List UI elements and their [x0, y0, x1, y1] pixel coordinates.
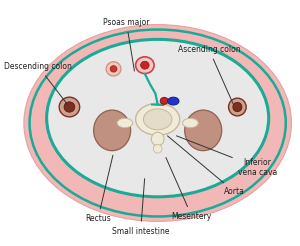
- Ellipse shape: [185, 110, 222, 151]
- Ellipse shape: [183, 118, 198, 128]
- Ellipse shape: [47, 39, 269, 197]
- Text: Inferior
vena cava: Inferior vena cava: [176, 136, 277, 177]
- Text: Mesentery: Mesentery: [166, 157, 212, 221]
- Ellipse shape: [94, 110, 130, 151]
- Ellipse shape: [59, 97, 80, 117]
- Text: Ascending colon: Ascending colon: [178, 45, 240, 105]
- Ellipse shape: [151, 132, 164, 146]
- Text: Descending colon: Descending colon: [4, 62, 72, 105]
- Ellipse shape: [24, 25, 292, 221]
- Ellipse shape: [64, 102, 75, 112]
- Ellipse shape: [110, 66, 117, 72]
- Text: Small intestine: Small intestine: [112, 179, 169, 236]
- Ellipse shape: [153, 144, 162, 153]
- Ellipse shape: [117, 118, 133, 128]
- Ellipse shape: [160, 97, 168, 104]
- Ellipse shape: [168, 97, 179, 105]
- Text: Aorta: Aorta: [167, 136, 245, 196]
- Ellipse shape: [141, 61, 149, 69]
- Ellipse shape: [106, 62, 121, 76]
- Ellipse shape: [229, 98, 246, 116]
- Ellipse shape: [136, 103, 180, 135]
- Ellipse shape: [233, 102, 242, 112]
- Text: Rectus: Rectus: [85, 155, 113, 223]
- Ellipse shape: [136, 57, 154, 74]
- Text: Psoas major: Psoas major: [103, 18, 150, 71]
- Ellipse shape: [143, 109, 172, 130]
